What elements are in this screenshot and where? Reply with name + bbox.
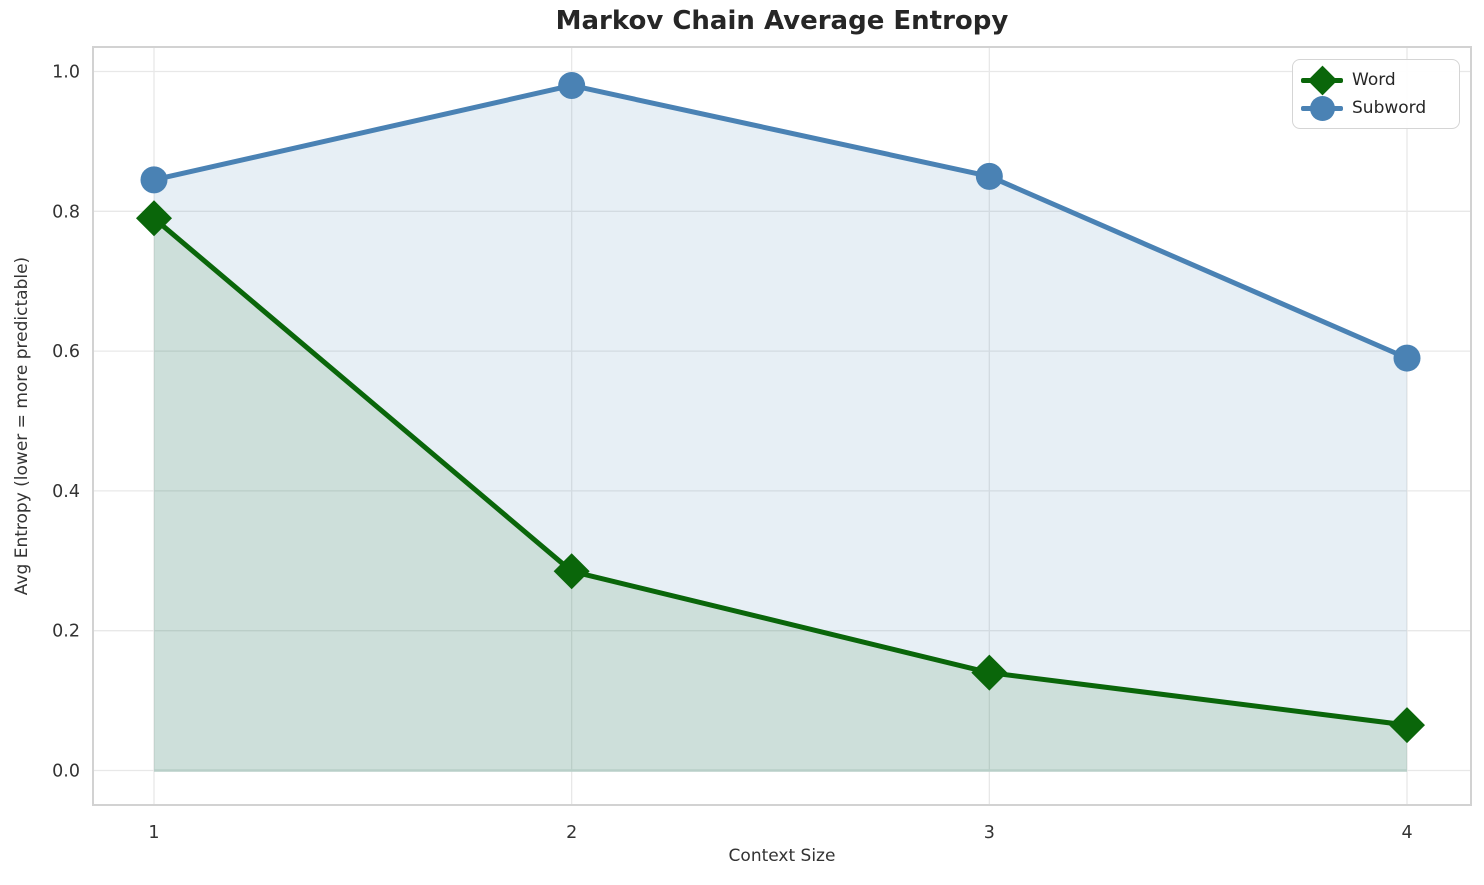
word-marker xyxy=(971,654,1008,691)
x-axis-label: Context Size xyxy=(728,846,836,866)
y-tick-label: 0.4 xyxy=(52,482,80,502)
legend-label-subword: Subword xyxy=(1352,98,1427,118)
y-tick-label: 0.0 xyxy=(52,762,80,782)
word-diamond-icon xyxy=(1301,65,1343,95)
y-tick-label: 0.8 xyxy=(52,202,80,222)
subword-marker xyxy=(558,71,586,99)
x-tick-label: 3 xyxy=(984,823,995,843)
x-tick-label: 1 xyxy=(148,823,159,843)
subword-marker xyxy=(975,162,1003,190)
y-tick-label: 1.0 xyxy=(52,63,80,83)
y-tick-label: 0.6 xyxy=(52,342,80,362)
subword-circle-icon xyxy=(1301,94,1343,122)
word-area-fill xyxy=(154,218,1408,771)
word-marker xyxy=(136,200,172,237)
chart-title: Markov Chain Average Entropy xyxy=(555,6,1009,36)
x-tick-label: 2 xyxy=(566,823,577,843)
word-line xyxy=(151,215,1410,728)
subword-marker xyxy=(140,166,168,194)
y-tick-label: 0.2 xyxy=(52,622,80,642)
plot-border xyxy=(92,46,1472,806)
word-marker xyxy=(553,553,590,590)
legend-label-word: Word xyxy=(1352,70,1396,90)
y-axis-label: Avg Entropy (lower = more predictable) xyxy=(12,256,32,596)
subword-area-fill xyxy=(154,85,1408,771)
legend-item-word: Word xyxy=(1301,65,1449,95)
subword-marker xyxy=(1393,344,1421,372)
legend: Word Subword xyxy=(1292,59,1460,129)
x-tick-label: 4 xyxy=(1401,823,1412,843)
legend-item-subword: Subword xyxy=(1301,94,1449,122)
subword-line xyxy=(151,82,1410,361)
word-marker xyxy=(1389,707,1426,744)
